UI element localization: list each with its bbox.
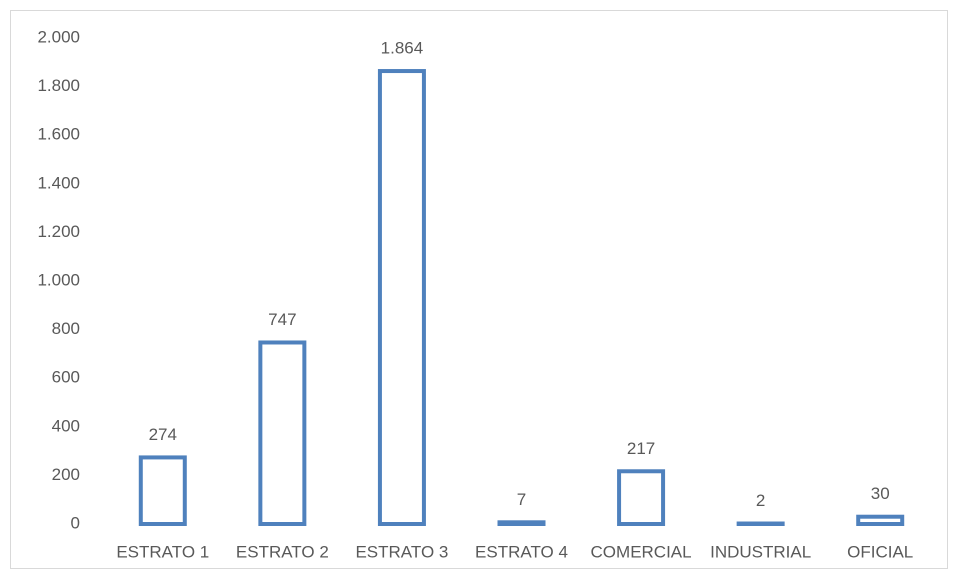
y-tick-label: 800 xyxy=(52,319,80,338)
x-tick-label: ESTRATO 2 xyxy=(236,542,329,561)
data-label: 2 xyxy=(756,491,765,510)
bar xyxy=(377,69,426,526)
data-label: 30 xyxy=(871,484,890,503)
x-tick-label: COMERCIAL xyxy=(591,542,692,561)
y-tick-label: 200 xyxy=(52,465,80,484)
x-tick-label: ESTRATO 4 xyxy=(475,542,568,561)
x-tick-label: OFICIAL xyxy=(847,542,913,561)
y-tick-label: 600 xyxy=(52,368,80,387)
y-tick-label: 2.000 xyxy=(37,27,80,46)
data-label: 1.864 xyxy=(381,39,424,58)
y-tick-label: 1.200 xyxy=(37,222,80,241)
y-tick-label: 0 xyxy=(71,513,80,532)
x-tick-label: ESTRATO 3 xyxy=(355,542,448,561)
y-tick-label: 400 xyxy=(52,416,80,435)
bar xyxy=(497,520,546,527)
data-label: 274 xyxy=(149,425,177,444)
data-label: 7 xyxy=(517,490,526,509)
bar xyxy=(617,469,666,527)
x-tick-label: ESTRATO 1 xyxy=(116,542,209,561)
data-label: 217 xyxy=(627,439,655,458)
y-tick-label: 1.400 xyxy=(37,173,80,192)
x-tick-label: INDUSTRIAL xyxy=(710,542,811,561)
bar xyxy=(856,514,905,527)
y-tick-label: 1.000 xyxy=(37,270,80,289)
y-tick-label: 1.600 xyxy=(37,125,80,144)
bar xyxy=(138,455,187,526)
bar xyxy=(258,340,307,526)
data-label: 747 xyxy=(268,310,296,329)
y-tick-label: 1.800 xyxy=(37,76,80,95)
